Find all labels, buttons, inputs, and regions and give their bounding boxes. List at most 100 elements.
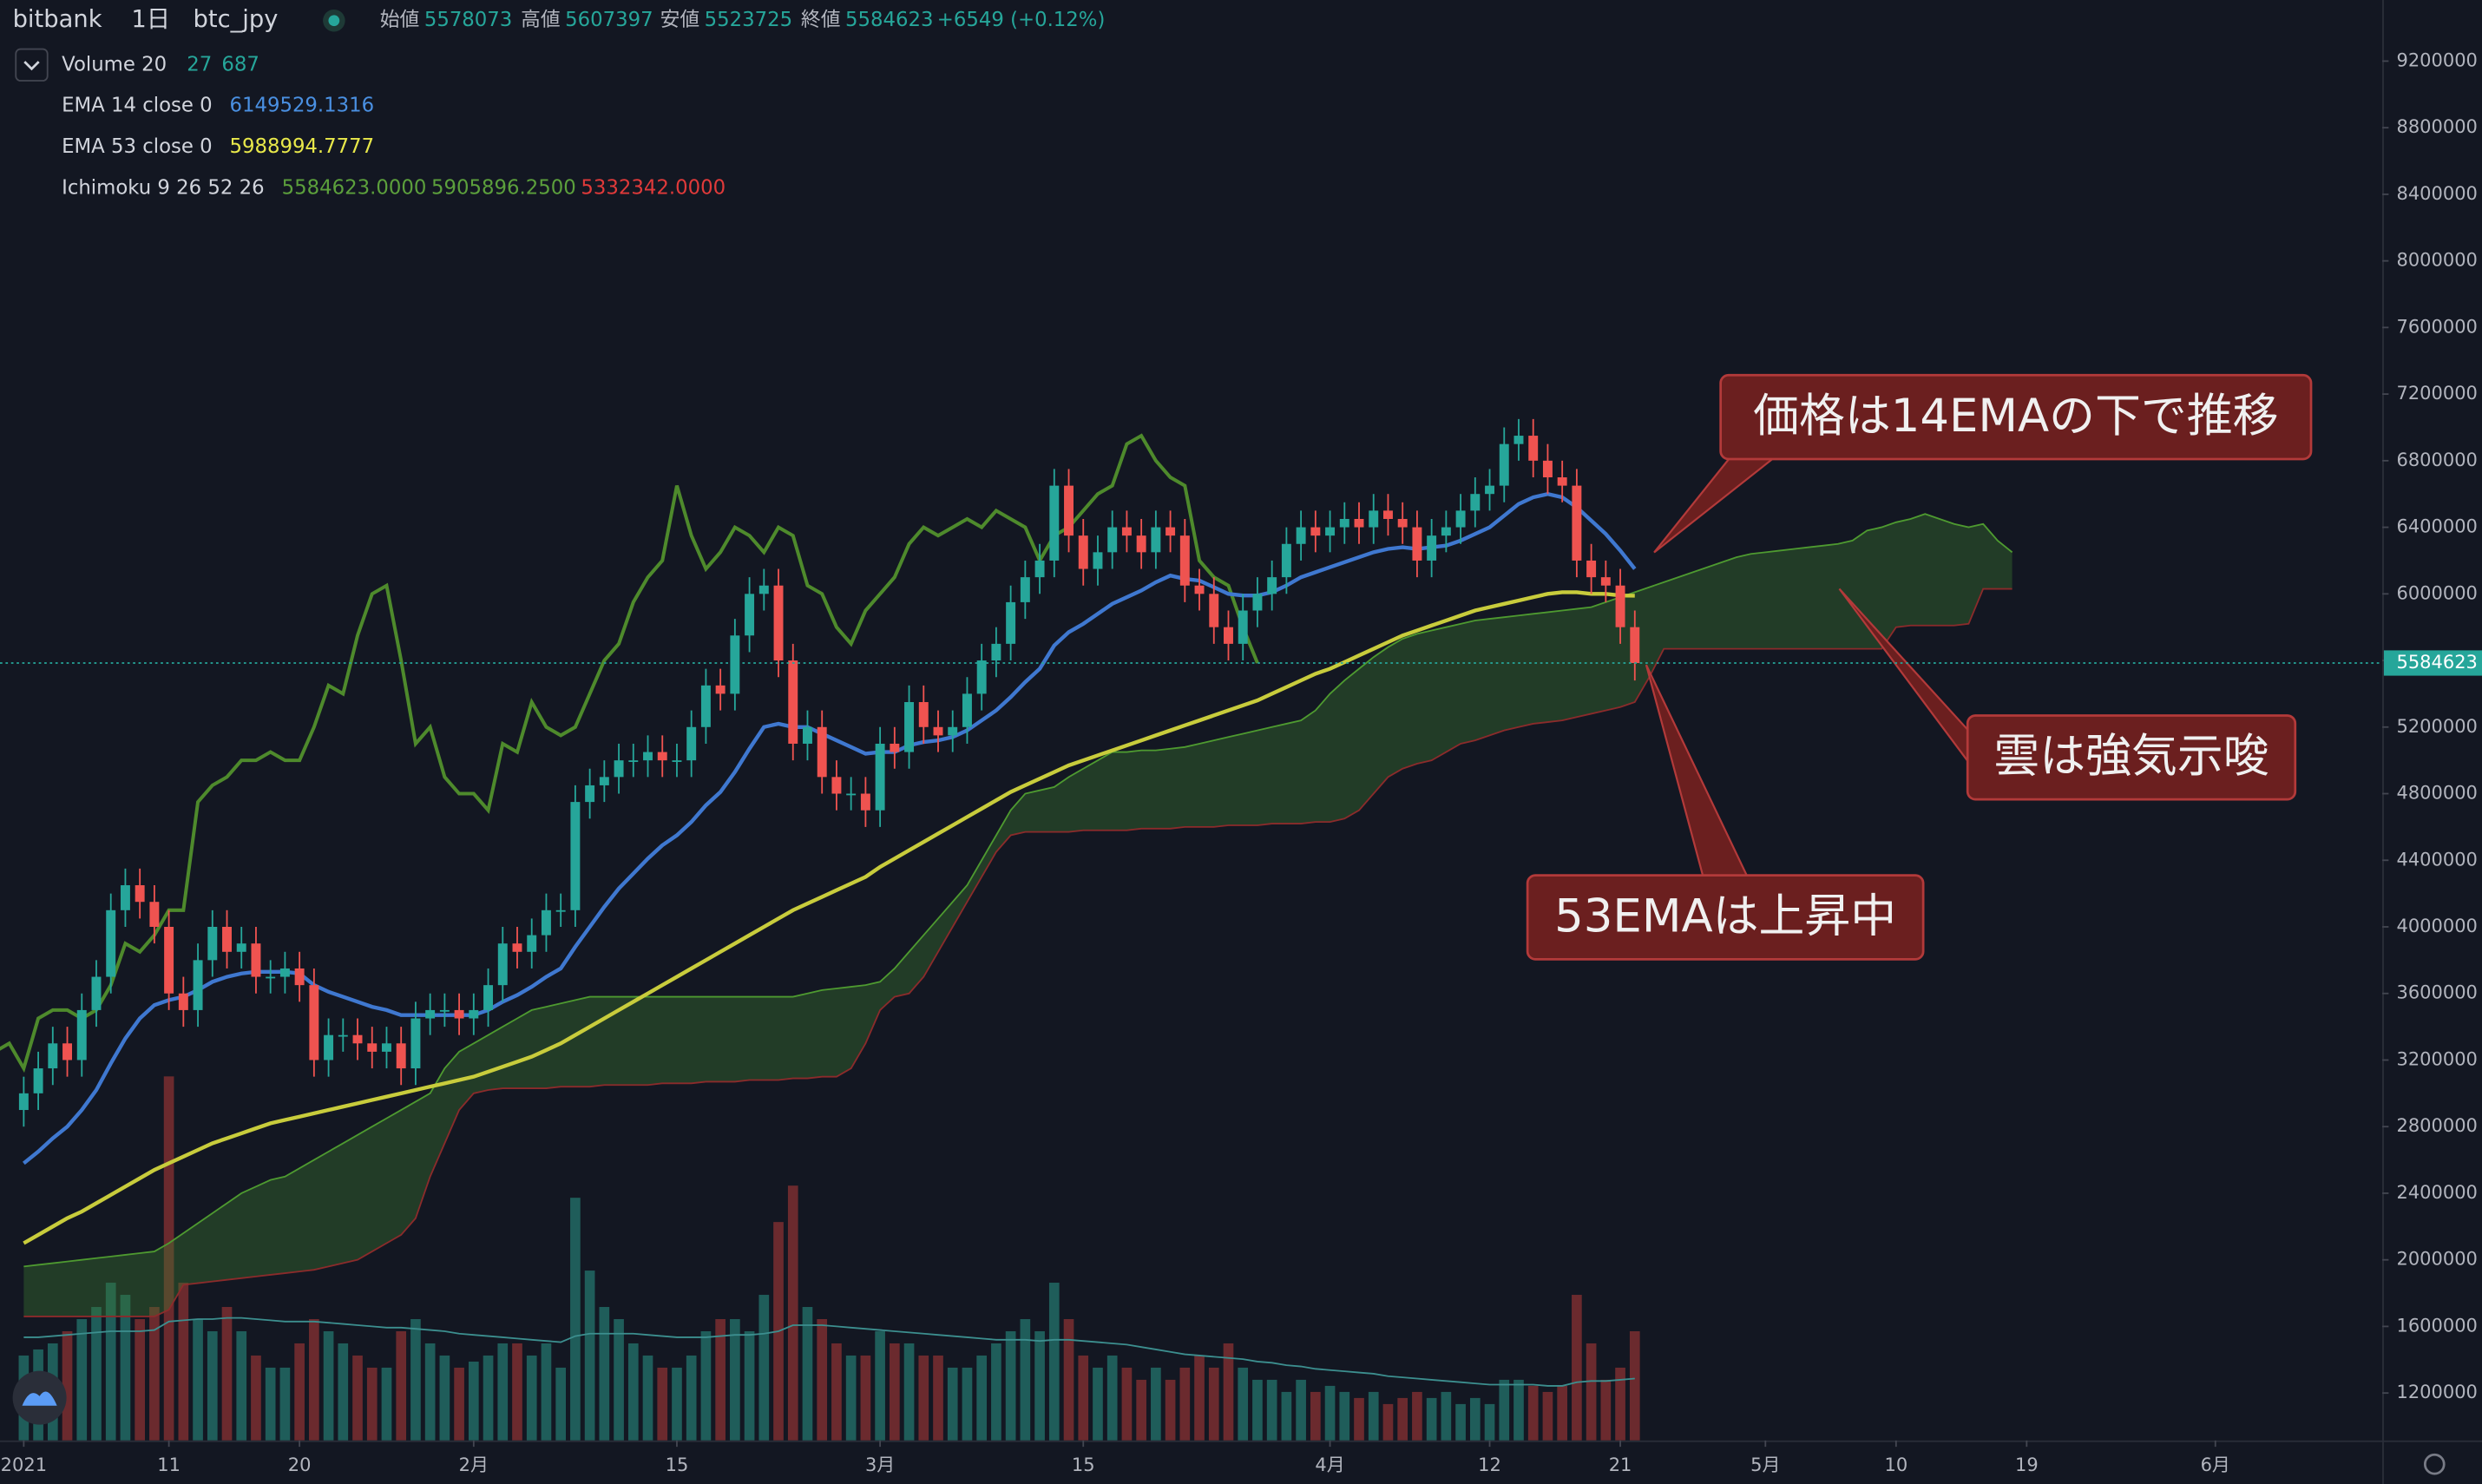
y-tick-label: 8000000	[2397, 250, 2478, 271]
y-tick-label: 4000000	[2397, 916, 2478, 936]
settings-icon[interactable]	[2423, 1453, 2446, 1475]
candle-body	[1485, 485, 1495, 495]
volume-bar	[1441, 1391, 1452, 1441]
volume-bar	[1151, 1367, 1161, 1441]
volume-bar	[1397, 1397, 1408, 1441]
volume-bar	[323, 1330, 334, 1441]
volume-bar	[1048, 1283, 1060, 1441]
candle-body	[1310, 527, 1321, 536]
candle-body	[1034, 560, 1045, 578]
volume-bar	[1542, 1391, 1553, 1441]
candle-body	[149, 902, 160, 927]
candle-body	[207, 926, 218, 961]
collapse-button[interactable]	[15, 48, 49, 82]
candle-body	[1615, 585, 1625, 627]
volume-bar	[627, 1343, 639, 1441]
volume-bar	[889, 1343, 900, 1441]
volume-bar	[1078, 1355, 1089, 1441]
volume-bar	[1179, 1367, 1191, 1441]
volume-bar	[193, 1319, 203, 1441]
open-label: 始値	[380, 9, 420, 31]
volume-bar	[76, 1319, 88, 1441]
candle-body	[773, 585, 784, 661]
span-b-line	[23, 588, 2013, 1317]
high-value: 5607397	[565, 9, 653, 31]
callout-box	[1966, 714, 2297, 801]
candle-body	[352, 1034, 363, 1044]
volume-bar	[672, 1367, 682, 1441]
x-tick-label: 20	[288, 1454, 312, 1475]
ema-legend-value: 6149529.1316	[229, 95, 374, 117]
candle-body	[338, 1034, 348, 1037]
volume-bar	[62, 1330, 73, 1441]
candle-body	[758, 585, 769, 594]
callout-text: 53EMAは上昇中	[1554, 890, 1896, 942]
x-tick-label: 2021	[1, 1454, 47, 1475]
candle-body	[76, 1009, 87, 1060]
volume-bar	[903, 1343, 915, 1441]
y-tick-label: 2800000	[2397, 1115, 2478, 1136]
volume-bar	[730, 1319, 740, 1441]
candle-body	[135, 885, 145, 903]
x-tick-label: 15	[1072, 1454, 1095, 1475]
x-tick-label: 19	[2015, 1454, 2039, 1475]
y-tick-label: 7200000	[2397, 383, 2478, 404]
x-tick-label: 10	[1884, 1454, 1907, 1475]
volume-bar	[483, 1355, 494, 1441]
y-tick-label: 2000000	[2397, 1249, 2478, 1270]
volume-bar	[1252, 1379, 1263, 1441]
change-value: +6549 (+0.12%)	[937, 9, 1106, 31]
status-dot	[328, 15, 340, 27]
callout-text: 雲は強気示唆	[1993, 730, 2269, 783]
volume-bar	[1223, 1343, 1234, 1441]
y-tick-label: 4400000	[2397, 849, 2478, 870]
candle-body	[1412, 527, 1422, 561]
volume-bar	[1527, 1385, 1539, 1441]
volume-bar	[1324, 1385, 1336, 1441]
span-a-line	[23, 513, 2013, 1268]
volume-bar	[657, 1367, 668, 1441]
volume-bar	[1063, 1319, 1074, 1441]
interval: 1日	[131, 6, 170, 33]
candle-body	[1151, 527, 1161, 553]
volume-bar	[512, 1343, 522, 1441]
volume-bar	[221, 1307, 233, 1441]
volume-bar	[860, 1355, 871, 1441]
candle-body	[1600, 577, 1611, 586]
volume-bar	[758, 1295, 770, 1441]
candle-body	[803, 726, 812, 744]
candle-body	[324, 1034, 334, 1060]
candle-body	[1499, 443, 1509, 486]
candle-body	[222, 926, 232, 952]
y-tick-label: 2400000	[2397, 1182, 2478, 1203]
candle-body	[1107, 527, 1118, 553]
volume-bar	[366, 1367, 378, 1441]
candle-body	[1586, 560, 1597, 578]
volume-ma-legend-value: 687	[221, 53, 259, 76]
candle-body	[1354, 518, 1364, 528]
candle-body	[178, 993, 188, 1010]
candle-body	[425, 1009, 436, 1019]
volume-bar	[1005, 1330, 1016, 1441]
volume-bar	[1557, 1385, 1567, 1441]
candle-body	[1542, 460, 1553, 478]
chevron-icon	[23, 61, 40, 71]
candle-body	[628, 760, 639, 762]
volume-bar	[424, 1343, 436, 1441]
volume-bar	[439, 1355, 450, 1441]
candle-body	[1064, 485, 1074, 536]
candle-body	[309, 985, 319, 1060]
volume-bar	[454, 1367, 464, 1441]
candle-body	[715, 685, 726, 694]
volume-bar	[715, 1319, 726, 1441]
candle-body	[1369, 510, 1379, 528]
volume-bar	[1106, 1355, 1118, 1441]
x-tick-label: 15	[666, 1454, 689, 1475]
volume-bar	[1455, 1403, 1466, 1441]
volume-bar	[787, 1185, 798, 1441]
volume-bar	[1266, 1379, 1277, 1441]
y-tick-label: 7600000	[2397, 316, 2478, 337]
